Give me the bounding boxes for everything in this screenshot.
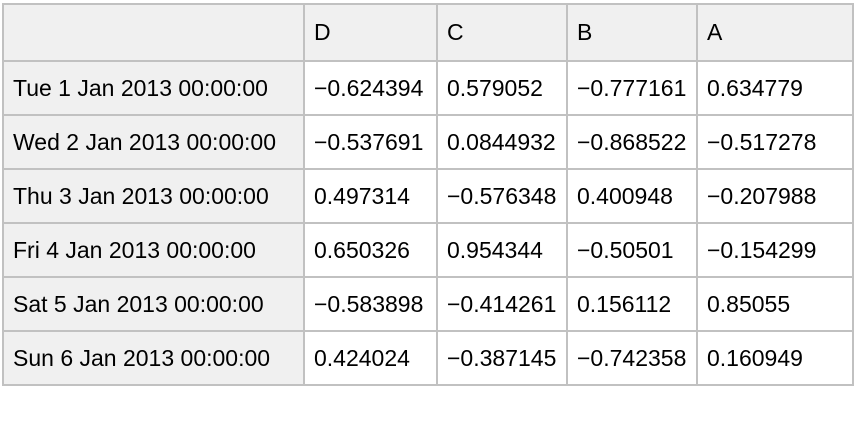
table-cell: −0.537691 [303,114,438,170]
table-cell: 0.497314 [303,168,438,224]
table-cell: 0.424024 [303,330,438,386]
table-row: Thu 3 Jan 2013 00:00:00 0.497314 −0.576348… [2,168,854,224]
row-index: Sat 5 Jan 2013 00:00:00 [2,276,305,332]
table-cell: 0.156112 [566,276,698,332]
row-index: Tue 1 Jan 2013 00:00:00 [2,60,305,116]
table-row: Fri 4 Jan 2013 00:00:00 0.650326 0.954344−… [2,222,854,278]
row-index: Thu 3 Jan 2013 00:00:00 [2,168,305,224]
table-cell: −0.154299 [696,222,854,278]
table-cell: −0.50501 [566,222,698,278]
corner-cell [2,3,305,62]
table-cell: −0.868522 [566,114,698,170]
table-cell: 0.85055 [696,276,854,332]
table-cell: 0.0844932 [436,114,568,170]
table-row: Sun 6 Jan 2013 00:00:00 0.424024 −0.387145… [2,330,854,386]
table-body: Tue 1 Jan 2013 00:00:00 −0.624394 0.579052… [2,60,854,386]
table-cell: 0.579052 [436,60,568,116]
table-cell: 0.400948 [566,168,698,224]
table-cell: −0.624394 [303,60,438,116]
table-cell: −0.387145 [436,330,568,386]
table-cell: −0.576348 [436,168,568,224]
table-cell: 0.954344 [436,222,568,278]
table-cell: −0.207988 [696,168,854,224]
row-index: Wed 2 Jan 2013 00:00:00 [2,114,305,170]
table-cell: −0.777161 [566,60,698,116]
table-cell: −0.414261 [436,276,568,332]
table-cell: −0.517278 [696,114,854,170]
table-cell: 0.634779 [696,60,854,116]
table-cell: −0.742358 [566,330,698,386]
table-row: Wed 2 Jan 2013 00:00:00 −0.537691 0.084493… [2,114,854,170]
row-index: Fri 4 Jan 2013 00:00:00 [2,222,305,278]
row-index: Sun 6 Jan 2013 00:00:00 [2,330,305,386]
column-header: D [303,3,438,62]
table-cell: −0.583898 [303,276,438,332]
column-header: A [696,3,854,62]
table-row: Sat 5 Jan 2013 00:00:00 −0.583898 −0.41426… [2,276,854,332]
column-header: C [436,3,568,62]
table-cell: 0.160949 [696,330,854,386]
table-cell: 0.650326 [303,222,438,278]
column-header: B [566,3,698,62]
table-row: Tue 1 Jan 2013 00:00:00 −0.624394 0.579052… [2,60,854,116]
